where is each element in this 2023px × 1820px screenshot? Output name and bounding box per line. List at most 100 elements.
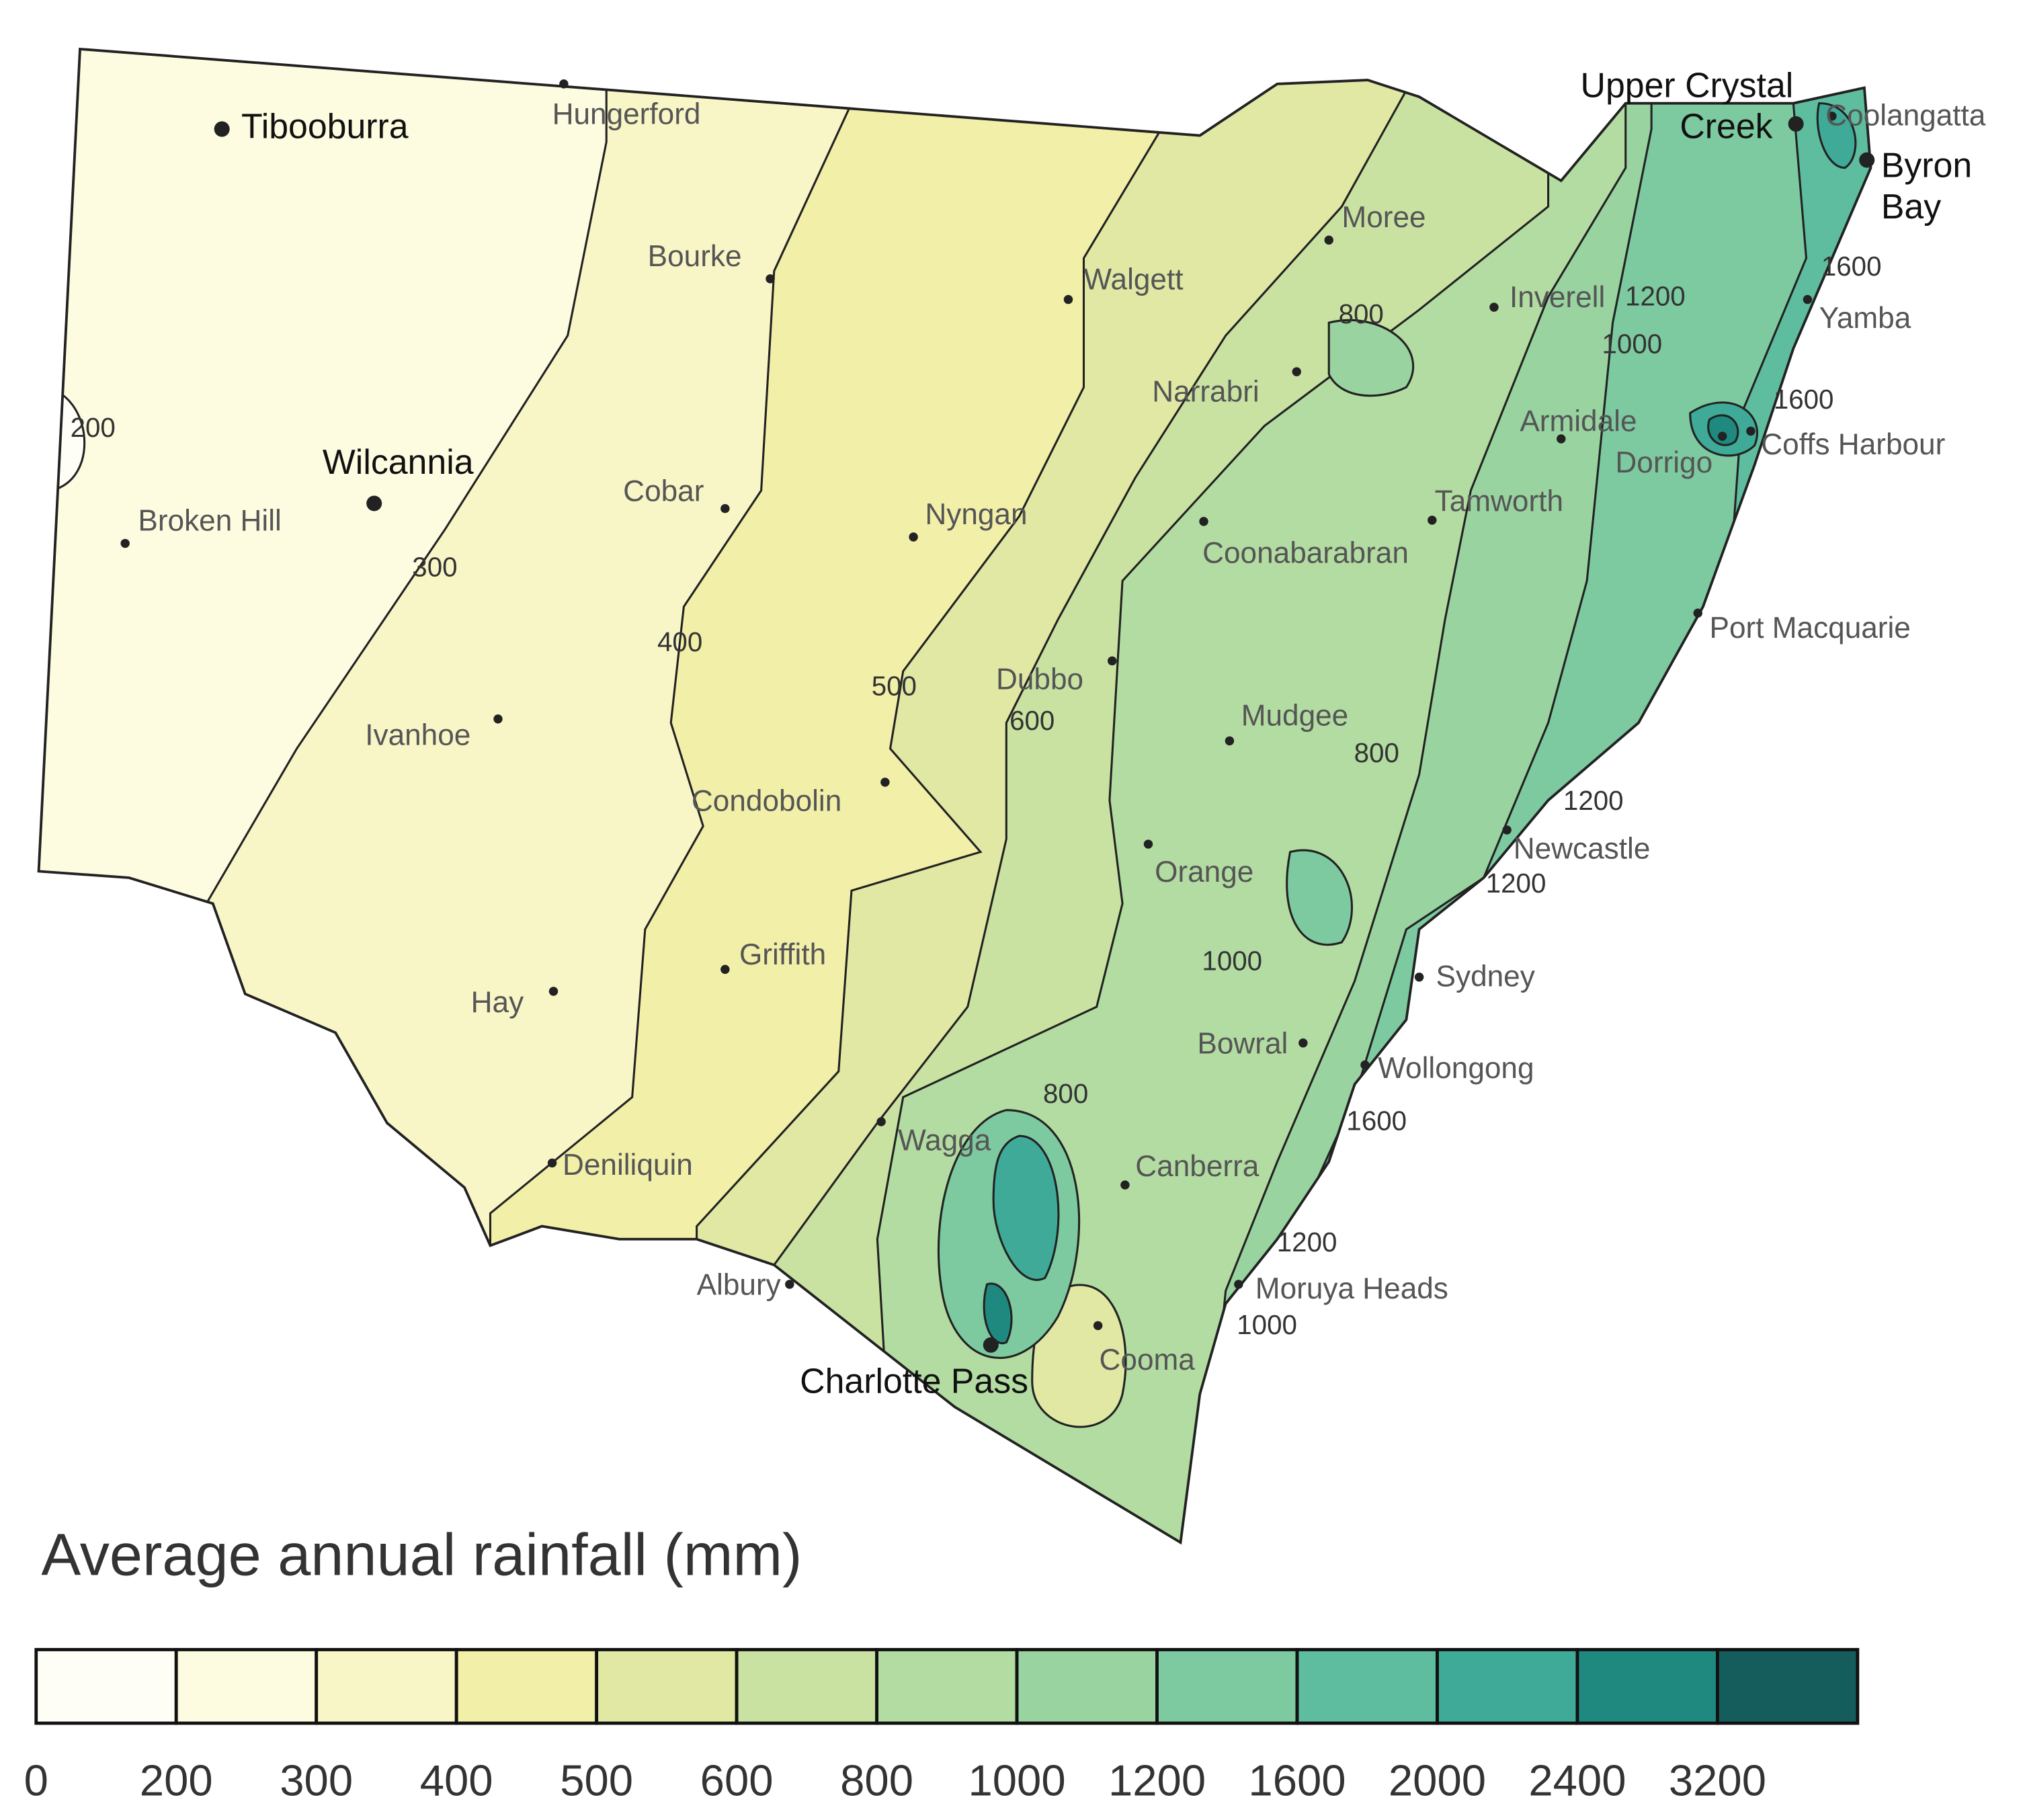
legend-tick-label: 1600	[1248, 1755, 1346, 1805]
contour-label: 1200	[1277, 1227, 1337, 1257]
contour-label: 800	[1354, 737, 1399, 768]
town-marker	[493, 714, 503, 724]
town-marker	[720, 503, 730, 513]
place-label: Byron	[1881, 145, 1972, 184]
place-label: Condobolin	[692, 784, 841, 817]
legend-swatch	[875, 1648, 1019, 1725]
contour-label: 1600	[1821, 251, 1882, 282]
place-label: Armidale	[1520, 405, 1637, 438]
town-marker	[547, 1158, 557, 1168]
place-label: Wollongong	[1378, 1052, 1534, 1085]
legend-tick-label: 2400	[1528, 1755, 1626, 1805]
place-label: Sydney	[1436, 960, 1535, 993]
place-label: Coonabarabran	[1202, 537, 1409, 570]
legend-swatch	[174, 1648, 319, 1725]
place-label: Hungerford	[552, 98, 701, 131]
town-marker	[1298, 1038, 1308, 1048]
legend-tick-label: 300	[280, 1755, 353, 1805]
legend-swatch	[315, 1648, 458, 1725]
contour-label: 1200	[1625, 280, 1686, 311]
legend-tick-label: 600	[700, 1755, 774, 1805]
town-marker	[1093, 1321, 1103, 1331]
place-label: Mudgee	[1241, 700, 1349, 733]
rainfall-zone	[1286, 849, 1353, 946]
contour-label: 200	[71, 412, 116, 443]
place-label: Tibooburra	[241, 107, 409, 146]
place-label: Wilcannia	[323, 442, 474, 481]
town-marker	[366, 495, 382, 511]
town-marker	[880, 778, 890, 787]
place-label: Broken Hill	[138, 504, 281, 537]
legend-tick-label: 3200	[1669, 1755, 1766, 1805]
town-marker	[1489, 302, 1499, 312]
legend-swatch	[34, 1648, 178, 1725]
place-label: Deniliquin	[563, 1149, 693, 1182]
place-label: Bay	[1881, 187, 1941, 226]
contour-label: 1000	[1237, 1309, 1297, 1340]
place-label: Bourke	[648, 240, 742, 273]
town-marker	[1827, 112, 1837, 121]
town-marker	[766, 274, 775, 284]
legend-title: Average annual rainfall (mm)	[41, 1521, 802, 1587]
place-label: Bowral	[1197, 1027, 1288, 1060]
town-marker	[876, 1117, 886, 1126]
legend-swatch	[735, 1648, 878, 1725]
legend-swatch	[454, 1648, 599, 1725]
legend-tick-label: 200	[140, 1755, 213, 1805]
town-marker	[1428, 515, 1437, 525]
rainfall-bands	[38, 48, 1871, 1543]
place-label: Tamworth	[1435, 485, 1563, 518]
town-marker	[1063, 294, 1073, 304]
contour-label: 500	[872, 670, 917, 701]
place-label: Ivanhoe	[365, 718, 470, 751]
place-label: Port Macquarie	[1710, 612, 1911, 645]
legend-tick-label: 1200	[1108, 1755, 1206, 1805]
town-marker	[1234, 1280, 1243, 1289]
rainfall-zone	[1707, 414, 1739, 446]
place-label: Yamba	[1819, 302, 1911, 335]
contour-label: 1600	[1774, 384, 1834, 415]
town-marker	[1324, 235, 1333, 245]
contour-label: 800	[1043, 1078, 1088, 1109]
town-marker	[1108, 656, 1117, 666]
legend-swatch	[1436, 1648, 1579, 1725]
place-label: Cooma	[1100, 1343, 1196, 1376]
rainfall-zone	[983, 1282, 1013, 1345]
place-label: Upper Crystal	[1581, 65, 1794, 104]
contour-label: 1200	[1486, 868, 1546, 899]
place-label: Canberra	[1135, 1150, 1259, 1183]
town-marker	[120, 538, 130, 548]
rainfall-zone	[992, 1134, 1060, 1281]
place-label: Narrabri	[1152, 375, 1259, 408]
rainfall-zone	[1327, 319, 1415, 397]
town-marker	[548, 987, 559, 996]
contour-label: 300	[412, 552, 457, 583]
place-label: Newcastle	[1514, 832, 1651, 865]
town-marker	[1292, 367, 1301, 376]
legend-tick-label: 1000	[968, 1755, 1065, 1805]
legend-swatch	[1295, 1648, 1439, 1725]
rainfall-zone	[1816, 102, 1857, 169]
place-label: Walgett	[1084, 263, 1184, 296]
contour-label: 1000	[1602, 328, 1663, 359]
legend-tick-label: 0	[24, 1755, 48, 1805]
place-label: Moree	[1341, 201, 1426, 234]
place-label: Charlotte Pass	[800, 1362, 1028, 1401]
legend-swatch	[1575, 1648, 1719, 1725]
labels: Tibooburra Hungerford Bourke Walgett Moree In…	[71, 65, 1986, 1400]
town-marker	[559, 79, 569, 89]
town-marker	[1360, 1060, 1370, 1070]
town-marker	[1414, 973, 1424, 982]
contour-label: 1000	[1202, 945, 1262, 976]
place-label: Coffs Harbour	[1761, 428, 1945, 461]
contour-label: 1600	[1346, 1106, 1407, 1136]
legend-swatch	[1155, 1648, 1299, 1725]
town-marker	[785, 1280, 794, 1289]
place-label: Moruya Heads	[1255, 1272, 1448, 1305]
contour-label: 400	[657, 626, 702, 657]
place-label: Hay	[471, 986, 524, 1019]
legend-swatch	[1015, 1648, 1159, 1725]
town-marker	[1746, 426, 1756, 436]
town-marker	[1199, 517, 1208, 526]
